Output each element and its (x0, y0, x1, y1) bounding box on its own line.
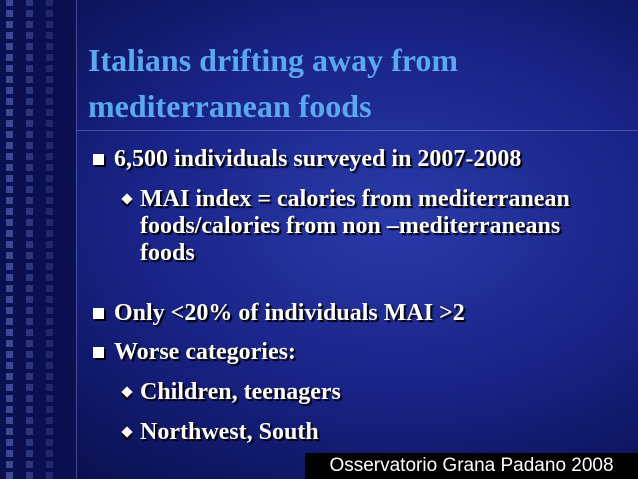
bullet-text: 6,500 individuals surveyed in 2007-2008 (114, 146, 522, 172)
sub-bullet-text: Northwest, South (140, 419, 319, 445)
bullet-text: Worse categories: (114, 339, 296, 365)
bullet-icon (93, 308, 104, 319)
bullet-text: Only <20% of individuals MAI >2 (114, 300, 465, 326)
sub-bullet-icon (121, 193, 133, 205)
decor-strip-mask (0, 0, 76, 479)
bullet-icon (93, 154, 104, 165)
sub-bullet-text: MAI index = calories from mediterranean … (140, 186, 570, 266)
title-line: Italians drifting away from (88, 42, 459, 78)
divider (76, 130, 638, 131)
sub-bullet-icon (121, 426, 133, 438)
footer: Osservatorio Grana Padano 2008 (305, 453, 638, 479)
sub-bullet-icon (121, 386, 133, 398)
divider (76, 0, 77, 479)
sub-bullet-text: Children, teenagers (140, 379, 341, 405)
title-line: mediterranean foods (88, 88, 372, 124)
bullet-icon (93, 347, 104, 358)
